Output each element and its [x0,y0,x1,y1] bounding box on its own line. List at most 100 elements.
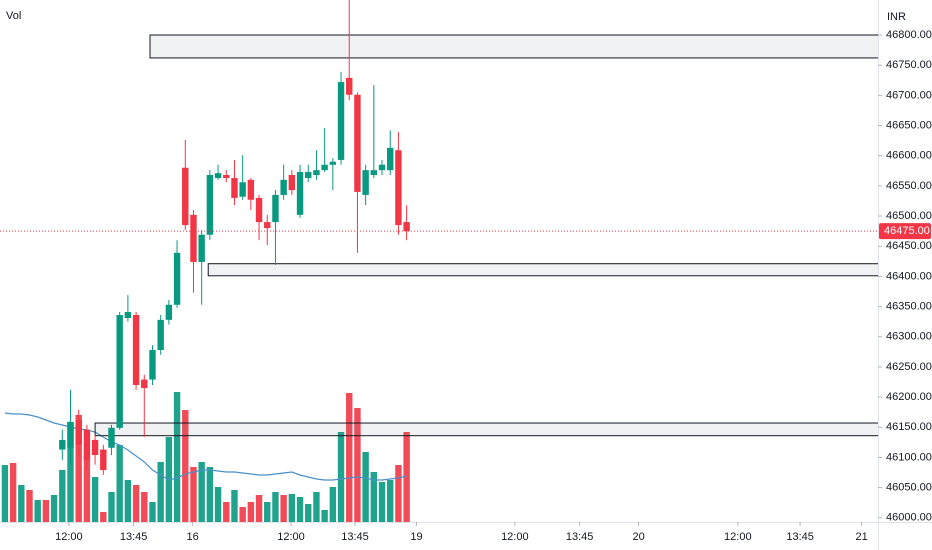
candle-body [132,315,140,386]
y-tick-label: 46350.00 [886,300,932,312]
y-tick-label: 46250.00 [886,361,932,373]
volume-bar [83,455,91,522]
candle-body [83,429,91,460]
volume-bar [370,472,378,522]
candle-body [288,175,296,191]
candle-body [337,82,345,160]
volume-bar [50,495,58,522]
candle-body [91,439,99,456]
volume-bar [91,477,99,522]
candle-body [362,170,369,195]
volume-bar [272,492,279,522]
candle-body [182,167,189,226]
last-price-box [879,223,931,240]
volume-bar [206,467,214,522]
candle-body [296,171,304,215]
candle-body [272,194,279,223]
y-tick-label: 46000.00 [886,512,932,524]
candle-body [247,179,255,200]
candle-body [141,379,148,389]
y-tick-label: 46200.00 [886,391,932,403]
candle-body [313,170,320,176]
candle-body [165,304,173,320]
candle-body [108,427,115,448]
y-tick-label: 46050.00 [886,482,932,494]
volume-bar [59,470,66,522]
y-tick-label: 46750.00 [886,59,932,71]
volume-bar [124,480,132,522]
x-tick-label: 12:00 [55,531,83,543]
volume-bar [223,502,230,522]
volume-bar [247,502,255,522]
volume-bar [214,487,222,522]
candle-body [149,350,156,380]
candle-body [387,147,394,171]
volume-bar [337,432,345,522]
y-tick-label: 46800.00 [886,29,932,41]
candle-body [231,178,238,198]
candle-body [75,420,82,445]
y-tick-label: 46650.00 [886,119,932,131]
volume-bar [280,495,287,522]
volume-bar [67,422,74,522]
volume-bar [198,462,205,522]
candle-body [239,182,246,197]
x-tick-label: 16 [187,531,199,543]
candle-body [370,170,378,176]
candle-body [329,161,337,165]
volume-bar [239,507,246,522]
volume-bar [1,465,9,522]
x-tick-label: 20 [632,531,644,543]
x-tick-label: 13:45 [786,531,814,543]
y-tick-label: 46600.00 [886,150,932,162]
volume-bar [378,482,386,522]
candle-body [116,315,123,428]
candle-body [264,222,271,229]
candle-body [198,234,205,262]
candle-body [190,214,197,262]
candle-body [100,449,107,471]
x-tick-label: 12:00 [501,531,529,543]
x-tick-label: 19 [410,531,422,543]
zone [207,263,878,277]
volume-label: Vol [6,10,21,22]
volume-bar [132,485,140,522]
volume-bar [354,408,361,522]
volume-bar [321,510,328,522]
volume-bar [141,492,148,522]
x-tick-label: 12:00 [277,531,305,543]
candle-body [403,222,410,232]
volume-bar [100,512,107,522]
volume-bar [108,492,115,522]
volume-bar [190,467,197,522]
volume-bar [346,393,353,522]
candle-body [321,164,328,171]
volume-bar [387,480,394,522]
volume-bar [75,415,82,522]
volume-bar [395,465,402,522]
volume-bar [288,494,296,522]
volume-bar [157,462,164,522]
volume-bar [116,445,123,522]
volume-bar [313,492,320,522]
y-tick-label: 46400.00 [886,270,932,282]
currency-label: INR [887,11,906,23]
volume-bar [231,490,238,522]
volume-bar [173,392,181,522]
candle-body [157,319,164,351]
volume-bar [296,497,304,522]
volume-bar [182,410,189,522]
volume-bar [305,504,312,522]
x-tick-label: 13:45 [120,531,148,543]
candle-body [255,197,263,223]
last-price-label: 46475.00 [884,225,930,237]
y-tick-label: 46700.00 [886,89,932,101]
volume-bar [18,485,25,522]
candle-body [395,150,402,226]
volume-bar [34,500,41,522]
candle-body [59,439,66,450]
candle-body [214,173,222,179]
y-tick-label: 46100.00 [886,451,932,463]
volume-bar [329,487,337,522]
